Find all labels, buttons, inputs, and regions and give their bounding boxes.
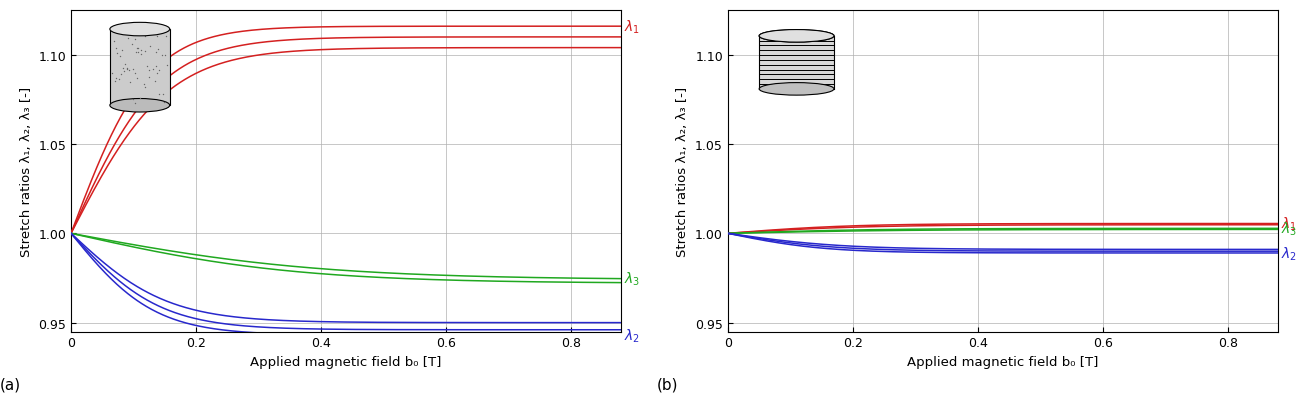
Text: $\lambda_3$: $\lambda_3$ (624, 270, 641, 288)
X-axis label: Applied magnetic field b₀ [T]: Applied magnetic field b₀ [T] (250, 355, 442, 368)
Text: $\lambda_2$: $\lambda_2$ (1282, 245, 1298, 262)
Text: $\lambda_2$: $\lambda_2$ (624, 326, 641, 344)
Text: $\lambda_1$: $\lambda_1$ (1282, 215, 1298, 233)
Y-axis label: Stretch ratios λ₁, λ₂, λ₃ [-]: Stretch ratios λ₁, λ₂, λ₃ [-] (676, 87, 689, 256)
X-axis label: Applied magnetic field b₀ [T]: Applied magnetic field b₀ [T] (908, 355, 1099, 368)
Text: (a): (a) (0, 377, 21, 392)
Text: (b): (b) (657, 377, 678, 392)
Text: $\lambda_1$: $\lambda_1$ (624, 18, 641, 36)
Y-axis label: Stretch ratios λ₁, λ₂, λ₃ [-]: Stretch ratios λ₁, λ₂, λ₃ [-] (20, 87, 33, 256)
Text: $\lambda_3$: $\lambda_3$ (1282, 220, 1298, 237)
